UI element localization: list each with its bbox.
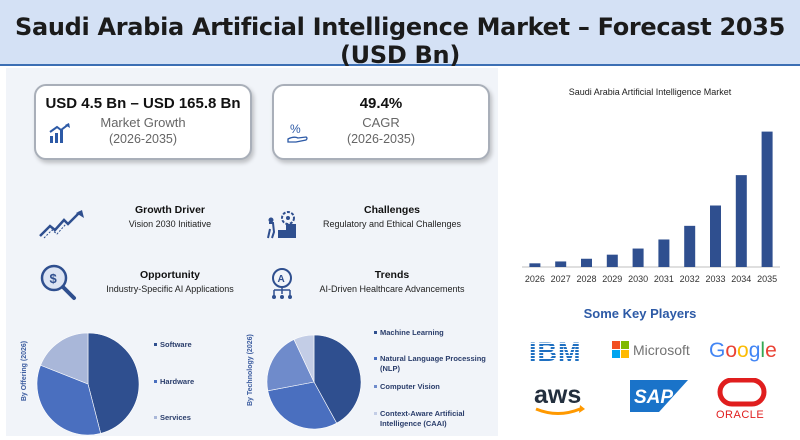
aws-logo-text: aws (534, 381, 581, 409)
oracle-logo: ORACLE (716, 378, 767, 421)
legend-swatch (374, 385, 377, 388)
sap-logo-text: SAP (634, 387, 673, 408)
bar-2032 (684, 225, 696, 267)
bar-2026 (529, 263, 541, 267)
x-tick-label: 2035 (757, 274, 777, 284)
bar-2033 (710, 205, 721, 267)
growth-driver-text: Vision 2030 Initiative (128, 219, 212, 229)
market-growth-period: (2026-2035) (108, 132, 178, 146)
bar-2027 (555, 261, 567, 267)
svg-text:%: % (290, 122, 301, 136)
bar-chart-svg: 2026 2027 2028 2029 2030 2031 2032 2033 2034 2035 (522, 131, 780, 284)
climbing-stairs-icon (267, 211, 296, 239)
aws-logo: aws (534, 381, 585, 415)
google-logo: Google (709, 339, 777, 362)
legend-item: Software (154, 340, 240, 350)
bar-2035 (761, 131, 773, 267)
x-tick-label: 2033 (705, 274, 725, 284)
legend-item: Services (154, 413, 240, 423)
x-tick-label: 2032 (680, 274, 700, 284)
x-tick-label: 2034 (731, 274, 751, 284)
pie-slice-hardware (36, 364, 102, 436)
cagr-value: 49.4% (359, 95, 403, 112)
ibm-logo: IBM (529, 338, 582, 364)
legend-item: Machine Learning (374, 328, 490, 338)
x-tick-label: 2031 (654, 274, 674, 284)
x-tick-label: 2029 (602, 274, 622, 284)
bar-2031 (658, 239, 670, 267)
oracle-logo-text: ORACLE (716, 409, 764, 421)
sap-logo: SAP (630, 380, 688, 412)
pie-slice-machine-learning (313, 334, 362, 424)
legend-swatch (374, 331, 377, 334)
trends-block: Trends AI-Driven Healthcare Advancements (316, 269, 468, 294)
cagr-card: 49.4% CAGR (2026-2035) % (272, 84, 490, 160)
pie-slice-services (40, 332, 89, 385)
trends-text: AI-Driven Healthcare Advancements (319, 284, 465, 294)
pie-slice-natural-language-processing-nlp- (267, 381, 338, 430)
svg-text:A: A (278, 274, 285, 285)
legend-swatch (154, 380, 157, 383)
pie-slice-computer-vision (266, 339, 315, 392)
legend-label: Hardware (160, 377, 195, 386)
legend-swatch (154, 343, 157, 346)
legend-label: Natural Language Processing (NLP) (380, 354, 486, 373)
cagr-period: (2026-2035) (346, 132, 416, 146)
x-tick-label: 2027 (551, 274, 571, 284)
x-tick-label: 2028 (576, 274, 596, 284)
microsoft-logo: Microsoft (612, 341, 690, 358)
market-growth-label: Market Growth (100, 115, 186, 130)
technology-pie-title: By Technology (2026) (247, 334, 254, 406)
growth-chart-icon (49, 123, 70, 143)
key-players-title: Some Key Players (583, 306, 697, 321)
x-tick-label: 2030 (628, 274, 648, 284)
market-bar-chart: Saudi Arabia Artificial Intelligence Mar… (510, 80, 790, 295)
legend-swatch (154, 416, 157, 419)
challenges-title: Challenges (363, 204, 421, 216)
opportunity-block: Opportunity Industry-Specific AI Applica… (100, 269, 240, 294)
challenges-text: Regulatory and Ethical Challenges (322, 219, 462, 229)
opportunity-text: Industry-Specific AI Applications (106, 284, 234, 294)
opportunity-title: Opportunity (139, 269, 201, 281)
growth-driver-block: Growth Driver Vision 2030 Initiative (100, 204, 240, 229)
pie-slice-software (87, 332, 140, 434)
pie-slice-context-aware-artificial-intelligence-caai- (293, 334, 315, 383)
offering-pie-title: By Offering (2026) (21, 340, 28, 402)
microsoft-logo-text: Microsoft (633, 342, 690, 358)
offering-pie-chart (36, 332, 140, 436)
legend-label: Machine Learning (380, 328, 444, 337)
growth-driver-title: Growth Driver (134, 204, 205, 216)
market-growth-card: USD 4.5 Bn – USD 165.8 Bn Market Growth … (34, 84, 252, 160)
cagr-label: CAGR (362, 115, 400, 130)
challenges-block: Challenges Regulatory and Ethical Challe… (316, 204, 468, 229)
legend-label: Context-Aware Artificial Intelligence (C… (380, 409, 465, 428)
google-logo-text: Google (709, 339, 777, 362)
svg-text:$: $ (50, 271, 58, 286)
legend-swatch (374, 357, 377, 360)
bar-chart-title: Saudi Arabia Artificial Intelligence Mar… (568, 87, 732, 97)
legend-swatch (374, 412, 377, 415)
legend-item: Context-Aware Artificial Intelligence (C… (374, 409, 490, 428)
legend-item: Natural Language Processing (NLP) (374, 354, 490, 373)
ai-brain-icon: A (272, 268, 292, 299)
ibm-logo-text: IBM (529, 338, 582, 364)
legend-label: Computer Vision (380, 382, 440, 391)
bar-2028 (581, 258, 592, 267)
legend-label: Software (160, 340, 192, 349)
bar-2034 (735, 175, 747, 267)
magnifier-dollar-icon: $ (40, 264, 76, 300)
technology-pie-chart (266, 334, 362, 430)
header-banner: Saudi Arabia Artificial Intelligence Mar… (0, 0, 800, 69)
percent-hand-icon: % (287, 122, 308, 143)
trends-title: Trends (374, 269, 410, 281)
legend-item: Hardware (154, 377, 240, 387)
trend-arrow-icon (39, 210, 84, 239)
market-growth-value: USD 4.5 Bn – USD 165.8 Bn (45, 95, 241, 112)
page-title: Saudi Arabia Artificial Intelligence Mar… (14, 13, 786, 69)
legend-item: Computer Vision (374, 382, 490, 392)
bar-2029 (606, 254, 618, 267)
bar-2030 (632, 248, 644, 267)
legend-label: Services (160, 413, 191, 422)
x-tick-label: 2026 (525, 274, 545, 284)
